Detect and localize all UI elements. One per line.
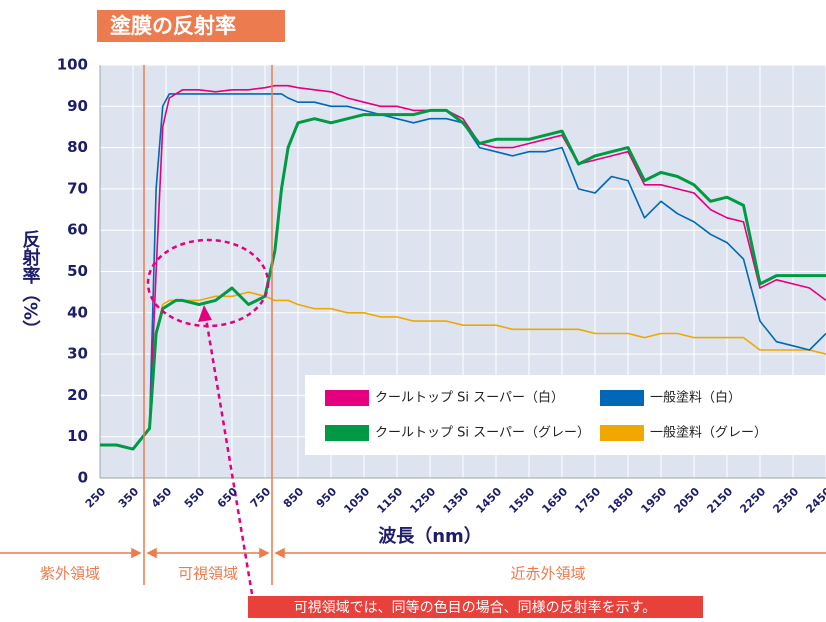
annotation-box [248, 596, 703, 618]
x-tick-label: 250 [83, 485, 109, 511]
x-tick-label: 1650 [539, 485, 570, 516]
legend-label: 一般塗料（グレー） [650, 425, 767, 441]
y-tick-label: 70 [67, 179, 88, 197]
legend-swatch [325, 425, 369, 441]
y-tick-label: 50 [67, 262, 88, 280]
x-tick-label: 2450 [803, 485, 826, 516]
arrow-head [198, 305, 212, 322]
y-tick-label: 90 [67, 97, 88, 115]
y-tick-label: 40 [67, 303, 88, 321]
x-tick-label: 2150 [704, 485, 735, 516]
region-label: 紫外領域 [40, 565, 100, 583]
x-tick-label: 650 [215, 485, 241, 511]
legend-box [305, 375, 826, 455]
x-tick-label: 2350 [770, 485, 801, 516]
x-tick-label: 2050 [671, 485, 702, 516]
x-tick-label: 450 [149, 485, 175, 511]
region-label: 近赤外領域 [510, 565, 585, 583]
x-tick-label: 750 [248, 485, 274, 511]
x-tick-label: 1250 [407, 485, 438, 516]
x-tick-label: 2250 [737, 485, 768, 516]
x-tick-label: 1950 [638, 485, 669, 516]
x-tick-label: 1350 [440, 485, 471, 516]
region-label: 可視領域 [178, 565, 238, 583]
x-tick-label: 850 [281, 485, 307, 511]
x-tick-label: 1550 [506, 485, 537, 516]
legend-label: クールトップ Si スーパー（グレー） [375, 426, 590, 441]
legend: クールトップ Si スーパー（白） 一般塗料（白） クールトップ Si スーパー（グ… [305, 375, 826, 455]
annotation: 可視領域では、同等の色目の場合、同様の反射率を示す。 [294, 599, 657, 616]
x-tick-label: 1450 [473, 485, 504, 516]
x-tick-label: 1750 [572, 485, 603, 516]
y-tick-label: 100 [57, 56, 88, 74]
x-tick-label: 550 [182, 485, 208, 511]
legend-swatch [325, 390, 369, 406]
annotation-arrow [204, 317, 254, 595]
legend-label: クールトップ Si スーパー（白） [375, 390, 564, 406]
x-tick-label: 350 [116, 485, 142, 511]
x-axis-label: 波長（nm） [378, 525, 482, 547]
legend-swatch [600, 390, 644, 406]
y-tick-label: 10 [67, 427, 88, 445]
y-tick-label: 80 [67, 138, 88, 156]
chart-title: 塗膜の反射率 [110, 14, 236, 38]
series-line [100, 93, 826, 450]
y-axis-label: 反射率（%） [20, 230, 42, 338]
series-line [100, 108, 826, 451]
plot-area [99, 64, 826, 595]
x-tick-label: 1150 [374, 485, 405, 516]
y-tick-label: 20 [67, 386, 88, 404]
y-tick-label: 30 [67, 345, 88, 363]
x-tick-label: 1050 [341, 485, 372, 516]
y-tick-label: 60 [67, 221, 88, 239]
y-tick-label: 0 [78, 469, 88, 487]
region-arrows [0, 65, 826, 585]
series-line [100, 84, 826, 450]
x-tick-label: 950 [314, 485, 340, 511]
legend-swatch [600, 425, 644, 441]
title-box [97, 10, 285, 42]
x-tick-label: 1850 [605, 485, 636, 516]
legend-label: 一般塗料（白） [650, 390, 741, 406]
